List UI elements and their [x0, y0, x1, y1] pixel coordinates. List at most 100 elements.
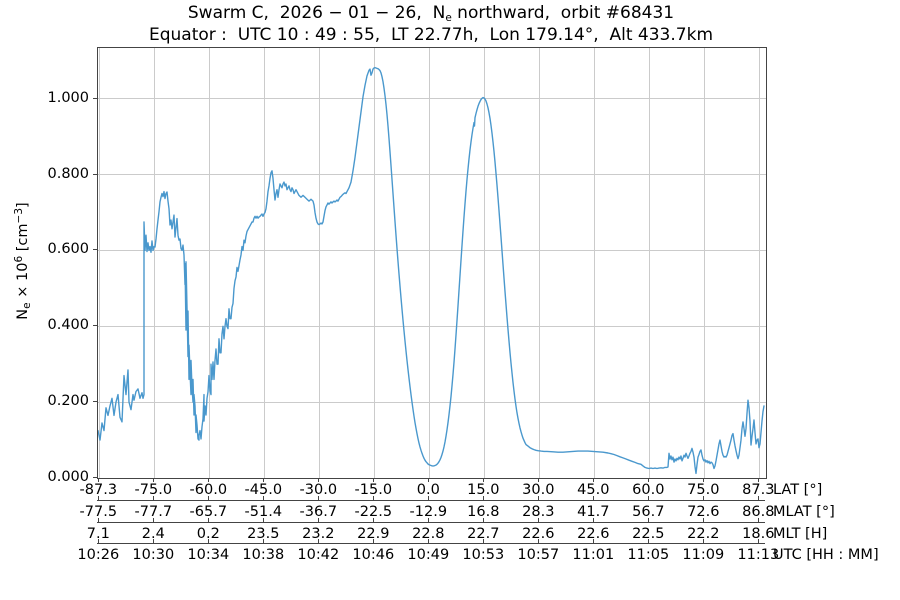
x-row-tick-label: -36.7	[299, 504, 338, 520]
x-row-tick-mark	[373, 518, 375, 522]
x-row-tick-label: 22.6	[522, 526, 555, 542]
x-row-tick-label: 22.5	[632, 526, 665, 542]
electron-density-line	[98, 66, 765, 475]
x-row-tick-mark	[538, 518, 540, 522]
x-row-tick-mark	[98, 496, 100, 500]
y-tick-mark	[93, 173, 97, 175]
data-line-svg	[98, 66, 765, 475]
x-row-tick-label: 15.0	[467, 482, 500, 498]
x-row-tick-mark	[208, 539, 210, 543]
x-row-tick-label: -65.7	[189, 504, 228, 520]
y-tick-mark	[93, 477, 97, 478]
x-row-tick-mark	[703, 518, 705, 522]
y-tick-label: 0.200	[47, 393, 89, 410]
x-row-tick-mark	[703, 496, 705, 500]
x-row-tick-label: -87.3	[79, 482, 118, 498]
x-row-tick-mark	[263, 539, 265, 543]
x-row-tick-label: 41.7	[577, 504, 610, 520]
y-axis-label-part: ]	[15, 202, 31, 208]
x-row-tick-mark	[593, 496, 595, 500]
y-tick-mark	[93, 401, 97, 403]
x-row-tick-label: 22.8	[412, 526, 445, 542]
x-row-tick-label: 86.8	[742, 504, 775, 520]
x-row-tick-mark	[483, 539, 485, 543]
gridline-vertical	[373, 48, 375, 478]
x-row-tick-mark	[208, 496, 210, 500]
x-tick-mark	[153, 478, 155, 482]
x-row-tick-label: -22.5	[354, 504, 393, 520]
x-tick-mark	[263, 478, 265, 482]
gridline-vertical	[153, 48, 155, 478]
chart-subtitle: Equator : UTC 10 : 49 : 55, LT 22.77h, L…	[148, 25, 713, 45]
x-row-axis-label-utc: UTC [HH : MM]	[773, 547, 879, 563]
y-tick-label: 1.000	[47, 89, 89, 106]
x-tick-mark	[593, 478, 595, 482]
x-row-tick-mark	[263, 518, 265, 522]
x-row-tick-mark	[208, 518, 210, 522]
y-axis-label-superscript: −3	[13, 207, 25, 224]
x-row-separator-line	[97, 543, 765, 544]
x-row-tick-label: 10:57	[517, 547, 560, 563]
x-row-tick-label: 56.7	[632, 504, 665, 520]
x-row-tick-mark	[318, 539, 320, 543]
x-tick-mark	[98, 478, 100, 482]
x-row-tick-label: 22.6	[577, 526, 610, 542]
x-row-tick-mark	[648, 539, 650, 543]
x-row-tick-label: 11:01	[572, 547, 615, 563]
y-tick-mark	[93, 97, 97, 99]
x-row-tick-label: 11:13	[737, 547, 780, 563]
x-row-tick-label: -45.0	[244, 482, 283, 498]
x-row-tick-label: 30.0	[522, 482, 555, 498]
x-row-tick-mark	[593, 518, 595, 522]
x-row-tick-mark	[648, 518, 650, 522]
x-row-tick-label: 10:46	[352, 547, 395, 563]
x-row-axis-label-mlt: MLT [H]	[773, 526, 828, 542]
x-row-tick-mark	[98, 518, 100, 522]
x-row-tick-label: 10:49	[407, 547, 450, 563]
x-row-tick-mark	[263, 496, 265, 500]
x-row-tick-mark	[483, 496, 485, 500]
x-row-tick-mark	[153, 539, 155, 543]
x-row-axis-label-mlat: MLAT [°]	[773, 504, 835, 520]
x-row-tick-label: 22.2	[687, 526, 720, 542]
x-row-tick-mark	[483, 518, 485, 522]
x-row-tick-mark	[538, 539, 540, 543]
x-row-tick-label: -60.0	[189, 482, 228, 498]
x-row-tick-label: 75.0	[687, 482, 720, 498]
x-row-tick-mark	[593, 539, 595, 543]
y-tick-label: 0.600	[47, 241, 89, 258]
gridline-horizontal	[98, 249, 766, 251]
y-tick-label: 0.800	[47, 165, 89, 182]
gridline-vertical	[318, 48, 320, 478]
x-row-tick-label: 22.7	[467, 526, 500, 542]
x-tick-mark	[538, 478, 540, 482]
y-tick-mark	[93, 325, 97, 327]
chart-title-suffix: northward, orbit #68431	[451, 3, 675, 23]
y-axis-label-subscript: e	[21, 302, 33, 309]
x-row-separator-line	[97, 522, 765, 523]
gridline-vertical	[428, 48, 430, 478]
x-row-tick-mark	[428, 496, 430, 500]
gridline-vertical	[538, 48, 540, 478]
x-row-tick-label: -77.5	[79, 504, 118, 520]
x-tick-mark	[758, 478, 760, 482]
x-tick-mark	[648, 478, 650, 482]
x-row-tick-label: 10:38	[242, 547, 285, 563]
x-tick-mark	[703, 478, 705, 482]
gridline-vertical	[263, 48, 265, 478]
y-axis-label-part: × 10	[15, 262, 31, 303]
x-row-separator-line	[97, 500, 765, 501]
chart-title-subscript: e	[445, 12, 452, 24]
x-row-tick-mark	[373, 539, 375, 543]
x-row-tick-label: -75.0	[134, 482, 173, 498]
x-row-tick-label: 16.8	[467, 504, 500, 520]
gridline-vertical	[483, 48, 485, 478]
x-row-tick-mark	[538, 496, 540, 500]
x-tick-mark	[318, 478, 320, 482]
chart-title-prefix: Swarm C, 2026 − 01 − 26, N	[187, 3, 446, 23]
gridline-vertical	[703, 48, 705, 478]
x-row-tick-mark	[318, 518, 320, 522]
x-row-tick-mark	[98, 539, 100, 543]
x-row-tick-label: 11:05	[627, 547, 670, 563]
